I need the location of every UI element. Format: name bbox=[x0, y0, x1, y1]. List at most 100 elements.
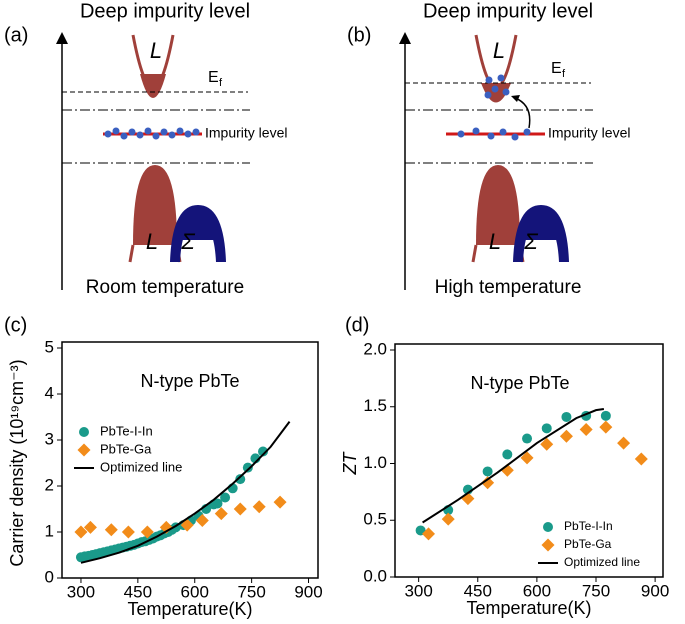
diagram-title: Deep impurity level bbox=[80, 0, 250, 22]
electron bbox=[136, 131, 144, 139]
x-tick-label: 600 bbox=[523, 581, 551, 600]
excitation-arrow bbox=[514, 97, 531, 129]
chart-title: N-type PbTe bbox=[140, 371, 239, 391]
x-tick-label: 450 bbox=[464, 581, 492, 600]
point bbox=[74, 525, 88, 539]
band-label: L bbox=[493, 38, 505, 63]
legend-swatch bbox=[541, 538, 555, 552]
y-tick-label: 0.0 bbox=[363, 566, 387, 585]
y-tick-label: 4 bbox=[45, 383, 54, 402]
electron bbox=[523, 128, 531, 136]
caption: High temperature bbox=[435, 277, 582, 298]
plot-frame bbox=[61, 341, 319, 579]
fermi-subscript: f bbox=[219, 77, 223, 89]
legend-swatch bbox=[543, 522, 553, 532]
x-tick-label: 900 bbox=[641, 581, 669, 600]
point bbox=[482, 466, 493, 477]
point bbox=[634, 452, 648, 466]
point bbox=[600, 410, 611, 421]
sigma-valence bbox=[513, 205, 569, 262]
point bbox=[599, 420, 613, 434]
electron bbox=[472, 127, 480, 135]
x-tick-label: 750 bbox=[237, 582, 265, 601]
x-tick-label: 300 bbox=[67, 582, 95, 601]
point bbox=[561, 411, 572, 422]
electron bbox=[112, 127, 120, 135]
electron bbox=[457, 130, 465, 138]
point bbox=[252, 500, 266, 514]
axis-arrow bbox=[56, 32, 68, 44]
point bbox=[617, 436, 631, 450]
point bbox=[540, 437, 554, 451]
electron bbox=[104, 130, 112, 138]
point bbox=[520, 451, 534, 465]
sigma-fill bbox=[523, 212, 559, 240]
y-axis-label: ZT bbox=[340, 451, 360, 476]
l-valence-fill bbox=[133, 165, 177, 245]
y-tick-label: 5 bbox=[45, 337, 54, 356]
point bbox=[214, 507, 228, 521]
x-tick-label: 900 bbox=[294, 582, 322, 601]
plot-frame bbox=[394, 343, 664, 578]
point bbox=[273, 495, 287, 509]
x-axis-label: Temperature(K) bbox=[127, 599, 252, 619]
y-tick-label: 1.0 bbox=[363, 453, 387, 472]
legend-label: Optimized line bbox=[564, 555, 640, 569]
y-tick-label: 2 bbox=[45, 475, 54, 494]
fermi-subscript: f bbox=[562, 68, 566, 80]
y-tick-label: 1 bbox=[45, 521, 54, 540]
legend-label: Optimized line bbox=[100, 459, 182, 474]
l-valence-fill bbox=[476, 165, 520, 245]
point bbox=[422, 527, 435, 541]
electron bbox=[497, 74, 505, 82]
point bbox=[212, 498, 223, 509]
point bbox=[579, 422, 593, 436]
sigma-valence bbox=[170, 205, 226, 262]
legend-label: PbTe-Ga bbox=[564, 537, 612, 551]
panel-label: (d) bbox=[345, 314, 369, 336]
y-tick-label: 3 bbox=[45, 429, 54, 448]
electron bbox=[487, 132, 495, 140]
diagram: (b) Deep impurity level L E f Impurity level L… bbox=[347, 0, 630, 298]
point bbox=[233, 502, 247, 516]
point bbox=[541, 423, 552, 434]
y-tick-label: 0 bbox=[45, 567, 54, 586]
optimized-line bbox=[80, 421, 291, 564]
legend-swatch bbox=[79, 427, 89, 437]
band-label: L bbox=[150, 38, 162, 63]
fermi-label: E bbox=[551, 60, 562, 77]
electron bbox=[485, 76, 493, 84]
arrow-head bbox=[511, 95, 520, 102]
point bbox=[121, 525, 135, 539]
electron bbox=[502, 88, 510, 96]
legend-label: PbTe-I-In bbox=[564, 519, 613, 533]
legend-swatch bbox=[77, 443, 91, 457]
band-label: L bbox=[146, 229, 158, 254]
point bbox=[140, 525, 154, 539]
electron bbox=[192, 128, 200, 136]
point bbox=[235, 474, 246, 485]
point bbox=[159, 520, 173, 534]
point bbox=[104, 523, 118, 537]
point bbox=[441, 512, 455, 526]
electron bbox=[511, 133, 519, 141]
point bbox=[195, 514, 209, 527]
band-label: Σ bbox=[523, 229, 538, 254]
electron bbox=[152, 132, 160, 140]
impurity-label: Impurity level bbox=[205, 125, 287, 141]
point bbox=[502, 449, 513, 460]
point bbox=[258, 446, 269, 457]
electron bbox=[120, 132, 128, 140]
diagram-title: Deep impurity level bbox=[423, 0, 593, 22]
sigma-fill bbox=[180, 212, 216, 240]
point bbox=[522, 433, 533, 444]
band-label: L bbox=[489, 229, 501, 254]
y-tick-label: 1.5 bbox=[363, 396, 387, 415]
y-axis-label: Carrier density (10¹⁹cm⁻³) bbox=[7, 359, 27, 566]
x-axis-label: Temperature(K) bbox=[466, 598, 591, 618]
point bbox=[559, 429, 573, 443]
point bbox=[242, 462, 253, 473]
panel-label: (c) bbox=[4, 314, 27, 336]
l-band bbox=[131, 34, 175, 89]
x-tick-label: 600 bbox=[181, 582, 209, 601]
